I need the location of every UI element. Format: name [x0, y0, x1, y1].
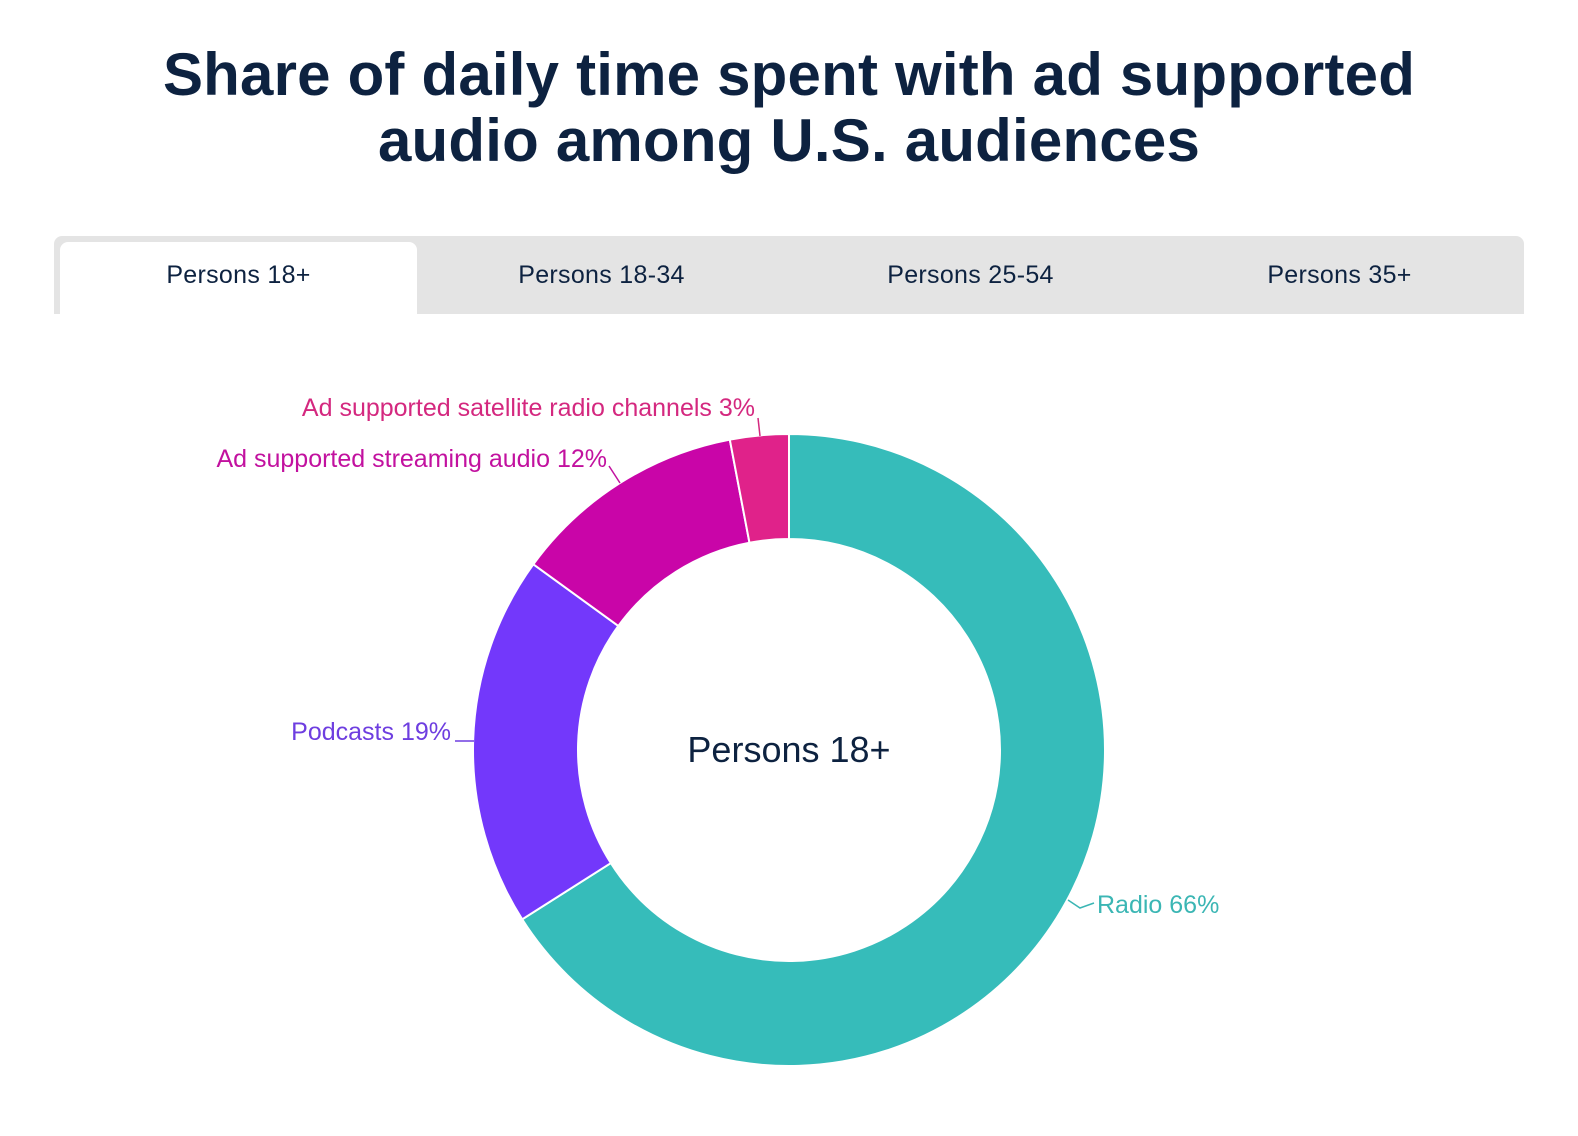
- center-label: Persons 18+: [687, 729, 890, 770]
- leader-line-radio: [1067, 899, 1095, 909]
- label-ad-supported-streaming-audio: Ad supported streaming audio 12%: [216, 445, 607, 473]
- slice-podcasts[interactable]: [472, 562, 620, 921]
- label-ad-supported-satellite-radio-channels: Ad supported satellite radio channels 3%: [302, 394, 755, 422]
- tab-persons-18-plus[interactable]: Persons 18+: [60, 242, 417, 314]
- tab-persons-18-34[interactable]: Persons 18-34: [518, 260, 685, 289]
- label-radio: Radio 66%: [1097, 891, 1219, 919]
- leader-line-ad-supported-streaming-audio: [608, 465, 621, 484]
- donut-slices: [472, 432, 1106, 1067]
- title-line-1: Share of daily time spent with ad suppor…: [162, 41, 1416, 108]
- slice-radio[interactable]: [520, 432, 1106, 1067]
- title-line-2: audio among U.S. audiences: [377, 107, 1201, 174]
- leader-lines: [455, 417, 1095, 909]
- slice-ad-supported-satellite-radio-channels[interactable]: [728, 432, 790, 544]
- chart-title: Share of daily time spent with ad suppor…: [0, 42, 1578, 174]
- label-podcasts: Podcasts 19%: [291, 718, 451, 746]
- leader-line-ad-supported-satellite-radio-channels: [757, 417, 761, 437]
- tab-persons-25-54[interactable]: Persons 25-54: [887, 260, 1054, 289]
- slice-labels: Radio 66% Podcasts 19% Ad supported stream…: [216, 394, 1219, 919]
- audience-tabs: Persons 18+ Persons 18-34 Persons 25-54 …: [54, 236, 1524, 314]
- tab-persons-35-plus[interactable]: Persons 35+: [1267, 260, 1412, 289]
